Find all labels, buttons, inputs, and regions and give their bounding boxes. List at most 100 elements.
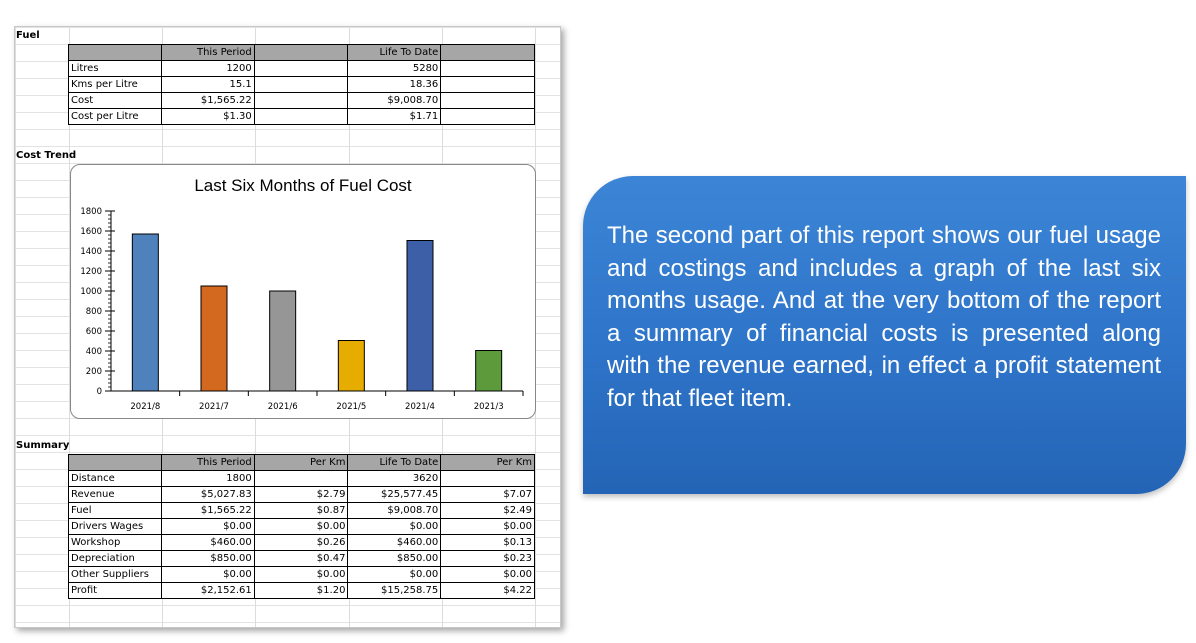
this-period-cell: $460.00 xyxy=(160,534,255,551)
fuel-table-header-row: This Period Life To Date xyxy=(68,44,535,61)
life-to-date-cell: $850.00 xyxy=(347,550,442,567)
row-label: Distance xyxy=(68,470,162,487)
summary-table-header-row: This Period Per Km Life To Date Per Km xyxy=(68,454,535,471)
this-period-cell: 1800 xyxy=(160,470,255,487)
row-label: Drivers Wages xyxy=(68,518,162,535)
per-km-cell: $0.00 xyxy=(253,566,349,583)
header-cell-ltd-per-km: Per Km xyxy=(440,454,535,471)
per-km-cell: $1.20 xyxy=(253,582,349,599)
bar-2021-5 xyxy=(337,340,365,392)
y-tick-label: 600 xyxy=(86,327,102,337)
row-label: Cost xyxy=(68,92,162,109)
row-label: Cost per Litre xyxy=(68,108,162,125)
y-tick-label: 1200 xyxy=(80,267,102,277)
empty-cell xyxy=(440,60,535,77)
y-tick-label: 400 xyxy=(86,347,102,357)
fuel-table: This Period Life To Date Litres 1200 528… xyxy=(68,44,535,125)
life-to-date-cell: 3620 xyxy=(347,470,442,487)
y-tick-label: 1000 xyxy=(80,287,102,297)
ltd-per-km-cell: $0.00 xyxy=(440,566,535,583)
life-to-date-cell: $9,008.70 xyxy=(347,92,442,109)
summary-table: This Period Per Km Life To Date Per Km D… xyxy=(68,454,535,599)
fuel-section-label: Fuel xyxy=(16,30,40,41)
x-tick-label: 2021/4 xyxy=(405,402,435,412)
x-tick-label: 2021/7 xyxy=(199,402,229,412)
empty-cell xyxy=(253,108,349,125)
bar-2021-4 xyxy=(406,240,434,392)
y-tick-label: 1600 xyxy=(80,227,102,237)
empty-cell xyxy=(253,60,349,77)
table-row: Kms per Litre 15.1 18.36 xyxy=(68,76,535,93)
x-tick-label: 2021/5 xyxy=(336,402,366,412)
chart-axes xyxy=(105,210,524,396)
header-cell-per-km: Per Km xyxy=(253,454,349,471)
this-period-cell: $5,027.83 xyxy=(160,486,255,503)
ltd-per-km-cell: $0.23 xyxy=(440,550,535,567)
this-period-cell: 1200 xyxy=(160,60,255,77)
empty-cell xyxy=(440,108,535,125)
chart-canvas: Last Six Months of Fuel Cost 0 200 400 600 8… xyxy=(80,176,524,412)
per-km-cell xyxy=(253,470,349,487)
bar-2021-6 xyxy=(269,290,297,392)
row-label: Other Suppliers xyxy=(68,566,162,583)
header-cell-this-period: This Period xyxy=(160,44,255,61)
table-row: Other Suppliers $0.00 $0.00 $0.00 $0.00 xyxy=(68,566,535,583)
this-period-cell: $1,565.22 xyxy=(160,502,255,519)
row-label: Kms per Litre xyxy=(68,76,162,93)
empty-cell xyxy=(440,76,535,93)
per-km-cell: $0.87 xyxy=(253,502,349,519)
this-period-cell: $850.00 xyxy=(160,550,255,567)
this-period-cell: $0.00 xyxy=(160,566,255,583)
ltd-per-km-cell: $7.07 xyxy=(440,486,535,503)
y-tick-label: 1800 xyxy=(80,207,102,217)
life-to-date-cell: $25,577.45 xyxy=(347,486,442,503)
ltd-per-km-cell: $2.49 xyxy=(440,502,535,519)
per-km-cell: $0.00 xyxy=(253,518,349,535)
table-row: Distance 1800 3620 xyxy=(68,470,535,487)
per-km-cell: $0.26 xyxy=(253,534,349,551)
header-cell xyxy=(68,44,162,61)
header-cell xyxy=(68,454,162,471)
x-tick-label: 2021/8 xyxy=(130,402,160,412)
bar-2021-3 xyxy=(475,350,503,392)
y-tick-label: 200 xyxy=(86,367,102,377)
table-row: Profit $2,152.61 $1.20 $15,258.75 $4.22 xyxy=(68,582,535,599)
table-row: Fuel $1,565.22 $0.87 $9,008.70 $2.49 xyxy=(68,502,535,519)
table-row: Litres 1200 5280 xyxy=(68,60,535,77)
table-row: Drivers Wages $0.00 $0.00 $0.00 $0.00 xyxy=(68,518,535,535)
y-tick-label: 0 xyxy=(97,387,102,397)
table-row: Cost per Litre $1.30 $1.71 xyxy=(68,108,535,125)
per-km-cell: $0.47 xyxy=(253,550,349,567)
y-tick-label: 1400 xyxy=(80,247,102,257)
x-tick-label: 2021/3 xyxy=(474,402,504,412)
this-period-cell: $1.30 xyxy=(160,108,255,125)
this-period-cell: 15.1 xyxy=(160,76,255,93)
row-label: Litres xyxy=(68,60,162,77)
chart-labels: 0 200 400 600 800 1000 1200 1400 1600 1800 2021/8 2… xyxy=(80,207,503,412)
life-to-date-cell: $1.71 xyxy=(347,108,442,125)
table-row: Workshop $460.00 $0.26 $460.00 $0.13 xyxy=(68,534,535,551)
per-km-cell: $2.79 xyxy=(253,486,349,503)
header-cell xyxy=(440,44,535,61)
life-to-date-cell: 5280 xyxy=(347,60,442,77)
life-to-date-cell: $0.00 xyxy=(347,566,442,583)
chart-bars xyxy=(131,233,503,392)
life-to-date-cell: $0.00 xyxy=(347,518,442,535)
life-to-date-cell: $9,008.70 xyxy=(347,502,442,519)
bar-2021-8 xyxy=(131,233,159,392)
this-period-cell: $0.00 xyxy=(160,518,255,535)
header-cell-life-to-date: Life To Date xyxy=(347,44,442,61)
empty-cell xyxy=(440,92,535,109)
bar-2021-7 xyxy=(200,285,228,392)
header-cell-life-to-date: Life To Date xyxy=(347,454,442,471)
summary-section-label: Summary xyxy=(16,440,70,451)
ltd-per-km-cell: $4.22 xyxy=(440,582,535,599)
ltd-per-km-cell: $0.13 xyxy=(440,534,535,551)
callout-text: The second part of this report shows our… xyxy=(607,222,1161,412)
row-label: Profit xyxy=(68,582,162,599)
header-cell xyxy=(253,44,349,61)
column-gridline xyxy=(69,27,70,627)
empty-cell xyxy=(253,76,349,93)
table-row: Depreciation $850.00 $0.47 $850.00 $0.23 xyxy=(68,550,535,567)
table-row: Cost $1,565.22 $9,008.70 xyxy=(68,92,535,109)
